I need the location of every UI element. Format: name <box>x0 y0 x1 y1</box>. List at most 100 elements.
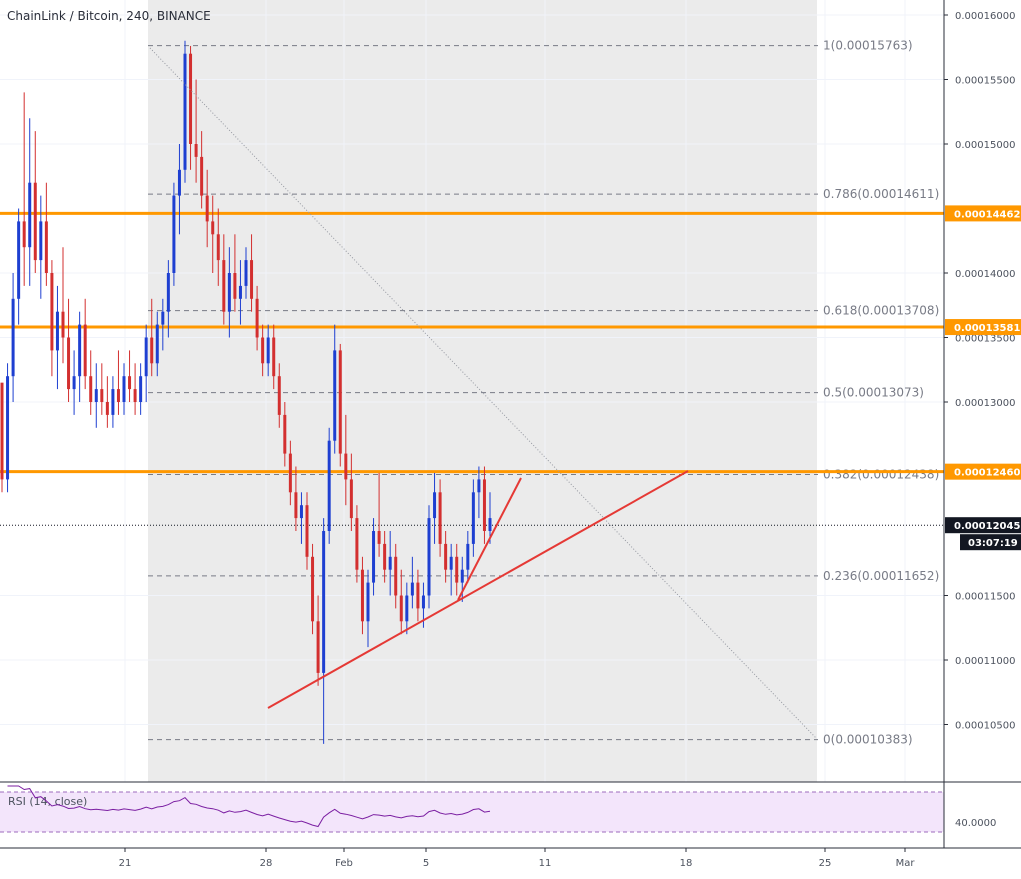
candle-body <box>39 221 43 261</box>
candle-body <box>283 414 287 454</box>
candle-body <box>272 337 276 377</box>
candles <box>0 40 492 744</box>
candle-body <box>433 492 437 519</box>
trendlines[interactable] <box>149 47 817 739</box>
rsi-level-label: 40.0000 <box>955 818 996 829</box>
candle-body <box>416 582 420 609</box>
candle-body <box>355 518 359 570</box>
candle-body <box>216 234 220 261</box>
candle-body <box>255 298 259 338</box>
candle-body <box>305 505 309 557</box>
candle-body <box>28 182 32 248</box>
price-tick-label: 0.00011500 <box>955 592 1015 603</box>
candle-body <box>316 621 320 673</box>
candle-body <box>366 582 370 622</box>
steep-support-trendline[interactable] <box>457 477 522 601</box>
price-tick-label: 0.00015000 <box>955 140 1015 151</box>
candle-body <box>161 311 165 325</box>
candle-body <box>427 518 431 596</box>
current-price-tag <box>945 517 1021 534</box>
chart-title: ChainLink / Bitcoin, 240, BINANCE <box>7 9 211 23</box>
candle-body <box>322 531 326 673</box>
time-tick-label: 5 <box>423 858 429 869</box>
candle-body <box>139 376 143 402</box>
candle-body <box>266 337 270 364</box>
candle-body <box>394 556 398 596</box>
candle-body <box>116 389 120 402</box>
candle-body <box>222 260 226 312</box>
candle-body <box>482 479 486 531</box>
candle-body <box>111 389 115 415</box>
candle-body <box>194 144 198 157</box>
time-tick-label: 18 <box>680 858 693 869</box>
candle-body <box>183 53 187 170</box>
candle-body <box>44 221 48 273</box>
price-tick-label: 0.00011000 <box>955 656 1015 667</box>
price-axis-panel[interactable] <box>944 0 1021 875</box>
candle-body <box>61 311 65 338</box>
candle-body <box>338 350 342 454</box>
candle-body <box>460 569 464 583</box>
price-tick-label: 0.00013500 <box>955 334 1015 345</box>
candle-body <box>55 311 59 351</box>
level-price-tag <box>945 205 1021 222</box>
candle-body <box>488 518 492 531</box>
current-price-label: 0.00012045 <box>954 521 1020 532</box>
price-tick-label: 0.00016000 <box>955 11 1015 22</box>
candle-body <box>133 389 137 402</box>
fib-level-label: 1(0.00015763) <box>823 39 913 53</box>
candle-body <box>244 260 248 286</box>
fib-diagonal-line[interactable] <box>149 47 817 739</box>
time-tick-label: 21 <box>119 858 132 869</box>
candle-body <box>72 376 76 390</box>
fib-level-label: 0.236(0.00011652) <box>823 569 939 583</box>
fib-level-label: 0(0.00010383) <box>823 733 913 747</box>
candle-body <box>166 273 170 312</box>
candle-body <box>105 402 109 415</box>
candle-body <box>205 195 209 222</box>
candle-body <box>288 453 292 493</box>
fibonacci-retracement-zone[interactable] <box>148 0 817 782</box>
candle-body <box>261 337 265 364</box>
fib-level-label: 0.5(0.00013073) <box>823 386 924 400</box>
time-tick-label: 25 <box>819 858 832 869</box>
candle-body <box>177 169 181 196</box>
level-price-tag-label: 0.00012460 <box>954 468 1020 479</box>
time-tick-label: Mar <box>896 858 916 869</box>
price-tick-label: 0.00015500 <box>955 76 1015 87</box>
candle-body <box>410 582 414 596</box>
rising-support-trendline[interactable] <box>267 470 689 709</box>
time-tick-label: Feb <box>335 858 353 869</box>
fib-level-label: 0.618(0.00013708) <box>823 304 939 318</box>
candle-body <box>466 543 470 570</box>
candle-body <box>438 492 442 544</box>
price-axis: 0.00016000 0.00015500 0.00015000 0.00014000… <box>944 11 1015 732</box>
fib-level-label: 0.382(0.00012438) <box>823 467 939 481</box>
candle-body <box>100 389 104 402</box>
candle-body <box>144 337 148 377</box>
candle-body <box>94 389 98 402</box>
rsi-band <box>0 792 944 832</box>
candle-body <box>172 195 176 273</box>
time-tick-label: 11 <box>539 858 552 869</box>
level-price-tag <box>945 319 1021 336</box>
countdown-label: 03:07:19 <box>968 538 1018 549</box>
candle-body <box>11 298 15 377</box>
candle-body <box>360 569 364 622</box>
candle-body <box>122 376 126 402</box>
rsi-line <box>7 785 491 828</box>
candle-body <box>50 273 54 351</box>
time-tick-label: 28 <box>260 858 273 869</box>
candle-body <box>299 505 303 519</box>
candle-body <box>6 376 10 480</box>
fibonacci-levels[interactable]: 1(0.00015763) 0.786(0.00014611) 0.618(0.00… <box>148 39 939 747</box>
time-axis[interactable]: 21 28 Feb 5 11 18 25 Mar <box>119 848 916 869</box>
candle-body <box>33 182 37 261</box>
candle-body <box>477 479 481 493</box>
candle-body <box>333 350 337 441</box>
candle-body <box>227 273 231 312</box>
candle-body <box>128 376 132 390</box>
candle-body <box>471 492 475 544</box>
